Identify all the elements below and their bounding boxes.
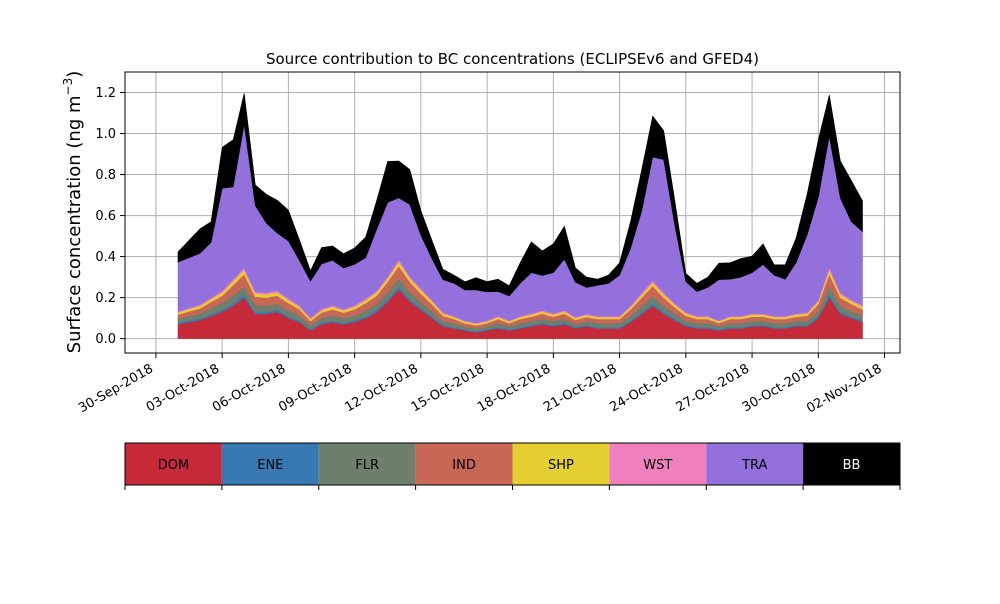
x-tick-label: 30-Sep-2018	[76, 361, 156, 416]
x-tick-label: 06-Oct-2018	[210, 361, 288, 415]
legend-label-ene: ENE	[257, 458, 283, 473]
legend-label-bb: BB	[843, 458, 861, 473]
legend-swatch-flr	[318, 443, 416, 485]
x-tick-label: 21-Oct-2018	[541, 361, 619, 415]
legend-swatch-wst	[609, 443, 707, 485]
chart-title: Source contribution to BC concentrations…	[266, 50, 759, 68]
legend-swatch-dom	[125, 443, 222, 485]
area-bb	[177, 93, 863, 297]
area-series	[177, 93, 863, 339]
legend-swatch-tra	[706, 443, 804, 485]
x-tick-label: 03-Oct-2018	[144, 361, 222, 415]
plot-frame	[124, 71, 901, 354]
y-tick-label: 1.0	[95, 127, 116, 142]
y-axis-label: Surface concentration (ng m−3)	[61, 71, 85, 354]
y-tick-label: 1.2	[95, 86, 116, 101]
x-tick-label: 12-Oct-2018	[342, 361, 420, 415]
legend-label-wst: WST	[643, 458, 672, 473]
x-tick-label: 09-Oct-2018	[276, 361, 354, 415]
y-tick-label: 0.2	[95, 291, 116, 306]
x-tick-label: 15-Oct-2018	[409, 361, 487, 415]
y-tick-label: 0.4	[95, 250, 116, 265]
x-tick-label: 18-Oct-2018	[475, 361, 553, 415]
legend-swatch-bb	[803, 443, 900, 485]
legend-colorbar: DOM ENE FLR IND SHP WST TRA BB	[124, 442, 901, 490]
legend-label-ind: IND	[452, 458, 476, 473]
legend-swatch-ind	[415, 443, 513, 485]
legend-label-flr: FLR	[355, 458, 379, 473]
y-tick-label: 0.8	[95, 168, 116, 183]
legend-swatch-ene	[221, 443, 319, 485]
legend-swatch-shp	[512, 443, 610, 485]
legend-label-dom: DOM	[158, 458, 189, 473]
legend-label-shp: SHP	[548, 458, 574, 473]
x-tick-label: 27-Oct-2018	[674, 361, 752, 415]
legend-label-tra: TRA	[741, 458, 767, 473]
x-tick-label: 02-Nov-2018	[804, 361, 884, 416]
x-tick-label: 24-Oct-2018	[607, 361, 685, 415]
y-tick-label: 0.6	[95, 209, 116, 224]
y-tick-label: 0.0	[95, 332, 116, 347]
